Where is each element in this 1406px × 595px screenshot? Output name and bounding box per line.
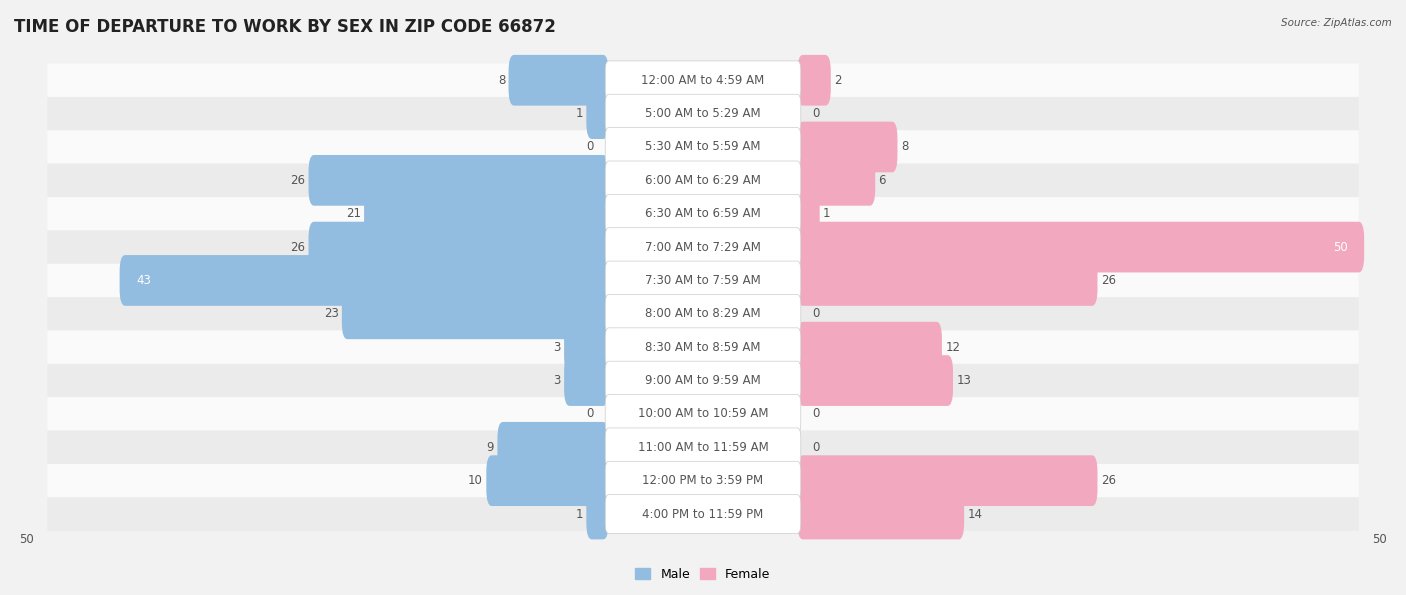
- FancyBboxPatch shape: [308, 222, 609, 273]
- Text: 6:30 AM to 6:59 AM: 6:30 AM to 6:59 AM: [645, 207, 761, 220]
- Text: 10: 10: [468, 474, 484, 487]
- FancyBboxPatch shape: [48, 431, 1358, 464]
- FancyBboxPatch shape: [605, 328, 801, 367]
- Text: 21: 21: [346, 207, 361, 220]
- Text: 8: 8: [901, 140, 908, 154]
- FancyBboxPatch shape: [486, 455, 609, 506]
- FancyBboxPatch shape: [605, 128, 801, 167]
- FancyBboxPatch shape: [564, 322, 609, 372]
- Text: 0: 0: [811, 308, 820, 320]
- Text: 1: 1: [823, 207, 831, 220]
- FancyBboxPatch shape: [605, 161, 801, 200]
- Text: 26: 26: [1101, 274, 1116, 287]
- Text: 9: 9: [486, 441, 494, 454]
- FancyBboxPatch shape: [48, 330, 1358, 364]
- FancyBboxPatch shape: [605, 94, 801, 133]
- Text: 26: 26: [290, 240, 305, 253]
- Text: 3: 3: [554, 341, 561, 353]
- FancyBboxPatch shape: [48, 464, 1358, 497]
- Text: 2: 2: [834, 74, 842, 87]
- FancyBboxPatch shape: [605, 228, 801, 267]
- FancyBboxPatch shape: [797, 455, 1098, 506]
- Text: 50: 50: [1372, 533, 1386, 546]
- Text: 50: 50: [20, 533, 34, 546]
- Text: 26: 26: [290, 174, 305, 187]
- FancyBboxPatch shape: [48, 197, 1358, 230]
- FancyBboxPatch shape: [797, 155, 875, 206]
- FancyBboxPatch shape: [48, 397, 1358, 431]
- FancyBboxPatch shape: [797, 255, 1098, 306]
- FancyBboxPatch shape: [797, 55, 831, 105]
- FancyBboxPatch shape: [364, 189, 609, 239]
- FancyBboxPatch shape: [605, 61, 801, 99]
- Text: 11:00 AM to 11:59 AM: 11:00 AM to 11:59 AM: [638, 441, 768, 454]
- FancyBboxPatch shape: [797, 222, 1364, 273]
- FancyBboxPatch shape: [48, 97, 1358, 130]
- Text: Source: ZipAtlas.com: Source: ZipAtlas.com: [1281, 18, 1392, 28]
- Text: 0: 0: [586, 140, 595, 154]
- Legend: Male, Female: Male, Female: [630, 563, 776, 585]
- Text: 10:00 AM to 10:59 AM: 10:00 AM to 10:59 AM: [638, 408, 768, 421]
- Text: 0: 0: [811, 408, 820, 421]
- Text: 1: 1: [575, 508, 583, 521]
- FancyBboxPatch shape: [605, 394, 801, 433]
- FancyBboxPatch shape: [509, 55, 609, 105]
- Text: 7:00 AM to 7:29 AM: 7:00 AM to 7:29 AM: [645, 240, 761, 253]
- FancyBboxPatch shape: [48, 230, 1358, 264]
- FancyBboxPatch shape: [48, 164, 1358, 197]
- FancyBboxPatch shape: [797, 488, 965, 540]
- FancyBboxPatch shape: [605, 428, 801, 466]
- Text: 8:30 AM to 8:59 AM: 8:30 AM to 8:59 AM: [645, 341, 761, 353]
- FancyBboxPatch shape: [564, 355, 609, 406]
- Text: 12:00 AM to 4:59 AM: 12:00 AM to 4:59 AM: [641, 74, 765, 87]
- FancyBboxPatch shape: [586, 88, 609, 139]
- Text: 8:00 AM to 8:29 AM: 8:00 AM to 8:29 AM: [645, 308, 761, 320]
- Text: 7:30 AM to 7:59 AM: 7:30 AM to 7:59 AM: [645, 274, 761, 287]
- Text: 3: 3: [554, 374, 561, 387]
- Text: 13: 13: [956, 374, 972, 387]
- FancyBboxPatch shape: [48, 497, 1358, 531]
- FancyBboxPatch shape: [605, 195, 801, 233]
- Text: 23: 23: [323, 308, 339, 320]
- FancyBboxPatch shape: [586, 488, 609, 540]
- FancyBboxPatch shape: [48, 297, 1358, 330]
- FancyBboxPatch shape: [308, 155, 609, 206]
- FancyBboxPatch shape: [605, 494, 801, 533]
- Text: 14: 14: [967, 508, 983, 521]
- Text: 1: 1: [575, 107, 583, 120]
- Text: 9:00 AM to 9:59 AM: 9:00 AM to 9:59 AM: [645, 374, 761, 387]
- Text: 12: 12: [945, 341, 960, 353]
- Text: 0: 0: [811, 441, 820, 454]
- FancyBboxPatch shape: [605, 461, 801, 500]
- FancyBboxPatch shape: [797, 189, 820, 239]
- Text: 6:00 AM to 6:29 AM: 6:00 AM to 6:29 AM: [645, 174, 761, 187]
- Text: 0: 0: [586, 408, 595, 421]
- Text: 5:00 AM to 5:29 AM: 5:00 AM to 5:29 AM: [645, 107, 761, 120]
- Text: 43: 43: [136, 274, 152, 287]
- Text: TIME OF DEPARTURE TO WORK BY SEX IN ZIP CODE 66872: TIME OF DEPARTURE TO WORK BY SEX IN ZIP …: [14, 18, 555, 36]
- FancyBboxPatch shape: [48, 364, 1358, 397]
- FancyBboxPatch shape: [48, 64, 1358, 97]
- Text: 6: 6: [879, 174, 886, 187]
- FancyBboxPatch shape: [605, 261, 801, 300]
- Text: 26: 26: [1101, 474, 1116, 487]
- FancyBboxPatch shape: [48, 130, 1358, 164]
- Text: 0: 0: [811, 107, 820, 120]
- FancyBboxPatch shape: [797, 121, 897, 173]
- FancyBboxPatch shape: [797, 322, 942, 372]
- Text: 50: 50: [1333, 240, 1347, 253]
- Text: 5:30 AM to 5:59 AM: 5:30 AM to 5:59 AM: [645, 140, 761, 154]
- FancyBboxPatch shape: [120, 255, 609, 306]
- FancyBboxPatch shape: [605, 361, 801, 400]
- FancyBboxPatch shape: [605, 295, 801, 333]
- FancyBboxPatch shape: [48, 264, 1358, 297]
- Text: 4:00 PM to 11:59 PM: 4:00 PM to 11:59 PM: [643, 508, 763, 521]
- FancyBboxPatch shape: [342, 289, 609, 339]
- Text: 8: 8: [498, 74, 505, 87]
- FancyBboxPatch shape: [797, 355, 953, 406]
- Text: 12:00 PM to 3:59 PM: 12:00 PM to 3:59 PM: [643, 474, 763, 487]
- FancyBboxPatch shape: [498, 422, 609, 472]
